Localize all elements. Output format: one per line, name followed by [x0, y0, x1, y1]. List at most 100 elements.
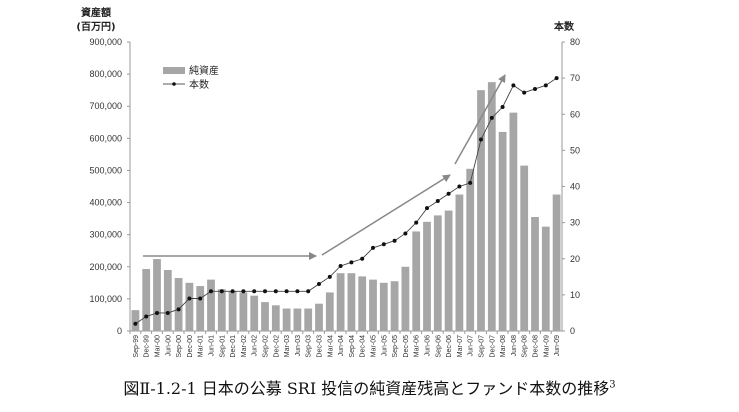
right-axis-tick-label: 80 — [570, 37, 580, 47]
bar-net-assets — [477, 90, 485, 332]
x-axis-tick-label: Dec-99 — [144, 335, 151, 358]
bar-net-assets — [412, 231, 421, 331]
x-axis-tick-label: Jun-06 — [425, 335, 432, 357]
caption-text: 図Ⅱ-1.2-1 日本の公募 SRI 投信の純資産残高とファンド本数の推移 — [123, 379, 610, 398]
line-point-fund-count — [230, 289, 235, 294]
bar-net-assets — [131, 310, 140, 331]
left-axis-title-line2: (百万円) — [76, 21, 115, 33]
bar-net-assets — [520, 165, 529, 331]
x-axis-tick-label: Dec-02 — [273, 335, 280, 358]
bar-net-assets — [466, 168, 475, 331]
line-point-fund-count — [144, 314, 149, 319]
line-point-fund-count — [241, 289, 246, 294]
caption-footnote: 3 — [609, 379, 616, 391]
x-axis-tick-label: Mar-02 — [241, 335, 248, 357]
line-point-fund-count — [414, 220, 419, 225]
line-point-fund-count — [533, 86, 537, 91]
line-point-fund-count — [165, 310, 170, 315]
x-axis-tick-label: Sep-02 — [263, 335, 270, 358]
right-axis-tick-label: 20 — [570, 254, 580, 264]
bar-net-assets — [336, 273, 345, 331]
bar-net-assets — [153, 259, 161, 331]
bar-net-assets — [379, 282, 388, 331]
line-point-fund-count — [252, 289, 257, 294]
line-point-fund-count — [317, 282, 321, 287]
bar-net-assets — [487, 82, 496, 331]
x-axis-tick-label: Dec-03 — [317, 335, 324, 358]
right-axis-tick-label: 60 — [570, 109, 580, 119]
bar-net-assets — [196, 286, 205, 331]
x-axis-tick-label: Jun-01 — [209, 335, 216, 357]
bar-net-assets — [325, 292, 334, 331]
line-point-fund-count — [381, 242, 386, 247]
x-axis-tick-label: Sep-00 — [176, 335, 183, 358]
left-axis-tick-label: 0 — [117, 326, 122, 336]
line-point-fund-count — [187, 296, 192, 301]
x-axis-tick-label: Dec-08 — [533, 335, 540, 358]
bar-net-assets — [369, 279, 377, 331]
bar-net-assets — [282, 308, 291, 331]
line-point-fund-count — [306, 289, 311, 294]
x-axis-tick-label: Mar-08 — [500, 335, 507, 357]
right-axis-tick-label: 70 — [570, 73, 580, 83]
x-axis-tick-label: Dec-07 — [489, 335, 496, 358]
x-axis-tick-label: Mar-05 — [371, 335, 378, 357]
legend-label-fund-count: 本数 — [189, 78, 209, 91]
bar-net-assets — [498, 131, 507, 331]
x-axis-tick-label: Jun-04 — [338, 335, 345, 357]
right-axis-tick-label: 40 — [570, 182, 580, 192]
line-point-fund-count — [435, 198, 440, 203]
left-axis-tick-label: 800,000 — [89, 69, 122, 79]
line-point-fund-count — [468, 180, 473, 185]
bar-net-assets — [185, 282, 194, 331]
x-axis-tick-label: Sep-04 — [349, 335, 356, 358]
x-axis-tick-label: Sep-08 — [522, 335, 529, 358]
x-axis-tick-label: Sep-99 — [133, 335, 140, 358]
bar-net-assets — [433, 215, 442, 331]
bar-net-assets — [250, 295, 259, 331]
bar-net-assets — [163, 269, 172, 331]
bar-net-assets — [401, 266, 410, 331]
bar-net-assets — [423, 221, 431, 331]
bar-net-assets — [531, 217, 539, 331]
x-axis-tick-label: Jun-05 — [381, 335, 388, 357]
bar-net-assets — [271, 305, 280, 331]
bar-net-assets — [552, 194, 561, 331]
right-axis-tick-label: 10 — [570, 290, 580, 300]
left-axis-tick-label: 900,000 — [89, 37, 122, 47]
x-axis-tick-label: Jun-07 — [468, 335, 475, 357]
x-axis-tick-label: Dec-04 — [360, 335, 367, 358]
x-axis-tick-label: Dec-06 — [446, 335, 453, 358]
line-point-fund-count — [479, 137, 483, 142]
x-axis-tick-label: Jun-09 — [554, 335, 561, 357]
trend-arrow — [321, 174, 451, 256]
x-axis-tick-label: Dec-01 — [230, 335, 237, 358]
right-axis-title: 本数 — [554, 20, 575, 33]
line-point-fund-count — [263, 289, 267, 294]
line-point-fund-count — [371, 245, 375, 250]
figure-caption: 図Ⅱ-1.2-1 日本の公募 SRI 投信の純資産残高とファンド本数の推移3 — [0, 375, 739, 399]
bar-net-assets — [347, 273, 356, 331]
bar-net-assets — [207, 279, 215, 331]
line-point-fund-count — [295, 289, 300, 294]
line-point-fund-count — [457, 184, 462, 189]
x-axis-tick-label: Sep-05 — [392, 335, 399, 358]
line-point-fund-count — [511, 83, 516, 88]
x-axis-tick-label: Mar-06 — [414, 335, 421, 357]
legend-bar-swatch — [163, 67, 185, 74]
left-axis-tick-label: 300,000 — [89, 230, 122, 240]
bar-net-assets — [217, 289, 226, 331]
right-axis-tick-label: 30 — [570, 218, 580, 228]
bar-net-assets — [228, 290, 237, 331]
x-axis-tick-label: Mar-01 — [198, 335, 205, 357]
bar-net-assets — [444, 210, 453, 331]
bar-net-assets — [455, 194, 464, 331]
legend-line-marker — [172, 82, 176, 86]
bar-net-assets — [293, 308, 302, 331]
x-axis-tick-label: Sep-07 — [479, 335, 486, 358]
x-axis-tick-label: Mar-04 — [327, 335, 334, 357]
bar-net-assets — [390, 281, 399, 331]
bar-net-assets — [142, 269, 151, 331]
x-axis-tick-label: Mar-03 — [284, 335, 291, 357]
line-point-fund-count — [198, 296, 203, 301]
